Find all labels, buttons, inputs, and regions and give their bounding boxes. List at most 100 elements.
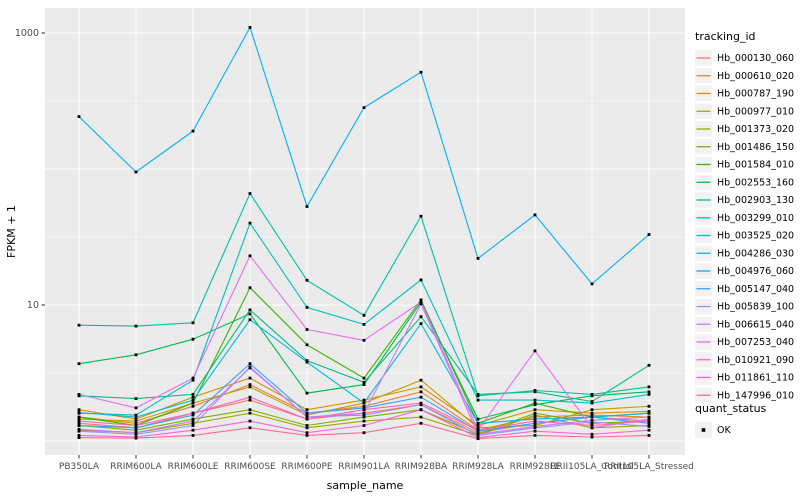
data-point bbox=[134, 419, 138, 423]
data-point bbox=[419, 415, 423, 419]
legend-label: Hb_001373_020 bbox=[717, 124, 794, 135]
legend-item: Hb_003525_020 bbox=[695, 227, 794, 244]
data-point bbox=[647, 404, 651, 408]
data-point bbox=[362, 404, 366, 408]
data-point bbox=[191, 417, 195, 421]
data-point bbox=[476, 431, 480, 435]
data-point bbox=[419, 385, 423, 389]
data-point bbox=[362, 411, 366, 415]
data-point bbox=[77, 424, 81, 427]
data-point bbox=[77, 427, 81, 431]
major-gridlines bbox=[45, 32, 685, 442]
data-point bbox=[590, 400, 594, 403]
y-axis-title: FPKM + 1 bbox=[5, 205, 18, 258]
data-point bbox=[362, 413, 366, 417]
legend-label: Hb_004286_030 bbox=[717, 248, 794, 259]
data-point bbox=[533, 411, 537, 415]
data-point bbox=[647, 419, 651, 423]
data-point bbox=[362, 406, 366, 410]
data-point bbox=[191, 376, 195, 380]
legend-item: Hb_003299_010 bbox=[695, 210, 794, 226]
data-point bbox=[305, 424, 309, 427]
data-point bbox=[134, 413, 138, 417]
data-point bbox=[134, 421, 138, 425]
data-point bbox=[476, 426, 480, 430]
legend-item: Hb_147996_010 bbox=[695, 387, 794, 403]
data-point bbox=[647, 428, 651, 432]
legend-label: Hb_003525_020 bbox=[717, 231, 794, 242]
minor-gridlines bbox=[45, 100, 685, 374]
data-point bbox=[305, 391, 309, 395]
data-point bbox=[77, 421, 81, 425]
data-point bbox=[77, 362, 81, 366]
legend-quant-status: quant_status OK bbox=[695, 402, 767, 438]
data-point bbox=[77, 323, 81, 327]
data-point bbox=[533, 401, 537, 405]
data-point bbox=[419, 322, 423, 325]
data-point bbox=[305, 417, 309, 421]
data-point bbox=[191, 428, 195, 432]
data-point bbox=[533, 425, 537, 428]
data-point bbox=[77, 408, 81, 412]
data-point bbox=[533, 413, 537, 417]
data-point bbox=[191, 395, 195, 399]
data-point bbox=[248, 254, 252, 258]
data-point bbox=[533, 389, 537, 392]
data-point bbox=[134, 324, 138, 328]
data-point bbox=[191, 398, 195, 402]
data-point bbox=[362, 313, 366, 317]
data-point bbox=[362, 380, 366, 384]
data-point bbox=[533, 408, 537, 412]
data-point bbox=[248, 383, 252, 386]
data-point bbox=[305, 205, 309, 208]
data-point bbox=[77, 411, 81, 414]
data-point bbox=[305, 359, 309, 362]
data-point bbox=[533, 421, 537, 425]
legend-item: Hb_002553_160 bbox=[695, 174, 794, 190]
x-axis-tick-label: RRIM928BA bbox=[395, 462, 448, 472]
data-point bbox=[476, 421, 480, 425]
legend-label: Hb_001584_010 bbox=[717, 160, 794, 171]
data-point bbox=[248, 376, 252, 380]
x-axis-tick-label: RRIM600SE bbox=[224, 462, 276, 472]
data-point bbox=[191, 411, 195, 415]
data-point bbox=[362, 408, 366, 412]
x-axis-tick-label: RRIM600PE bbox=[281, 462, 333, 472]
legend-label: Hb_000610_020 bbox=[717, 71, 794, 82]
y-axis-tick-label: 1000 bbox=[15, 28, 39, 39]
data-point bbox=[305, 413, 309, 417]
data-point bbox=[590, 426, 594, 430]
data-point bbox=[248, 26, 252, 29]
legend-title: quant_status bbox=[695, 402, 767, 415]
legend-label: Hb_000787_190 bbox=[717, 89, 794, 100]
data-point bbox=[362, 106, 366, 109]
data-point bbox=[134, 426, 138, 430]
legend-label: Hb_011861_110 bbox=[717, 373, 794, 384]
data-point bbox=[191, 424, 195, 427]
data-point bbox=[362, 323, 366, 326]
data-point bbox=[533, 403, 537, 407]
data-point bbox=[647, 417, 651, 421]
legend-label: Hb_002553_160 bbox=[717, 177, 794, 188]
data-point bbox=[419, 298, 423, 302]
data-point bbox=[248, 312, 252, 316]
data-point bbox=[419, 300, 423, 304]
legend-item: Hb_000787_190 bbox=[695, 85, 794, 102]
data-point bbox=[248, 318, 252, 322]
data-point bbox=[590, 418, 594, 422]
data-point bbox=[533, 415, 537, 419]
data-point bbox=[191, 434, 195, 437]
data-point bbox=[134, 417, 138, 421]
data-point bbox=[533, 213, 537, 217]
data-point bbox=[191, 404, 195, 408]
legend-item: Hb_004976_060 bbox=[695, 263, 794, 279]
data-point bbox=[419, 278, 423, 282]
x-axis-tick-label: PB350LA bbox=[59, 462, 100, 472]
data-point bbox=[362, 383, 366, 386]
legend-item: Hb_005147_040 bbox=[695, 281, 794, 297]
x-axis-tick-label: RRIM600LA bbox=[110, 462, 162, 472]
data-point bbox=[533, 429, 537, 433]
data-point bbox=[419, 403, 423, 407]
data-point bbox=[590, 282, 594, 286]
